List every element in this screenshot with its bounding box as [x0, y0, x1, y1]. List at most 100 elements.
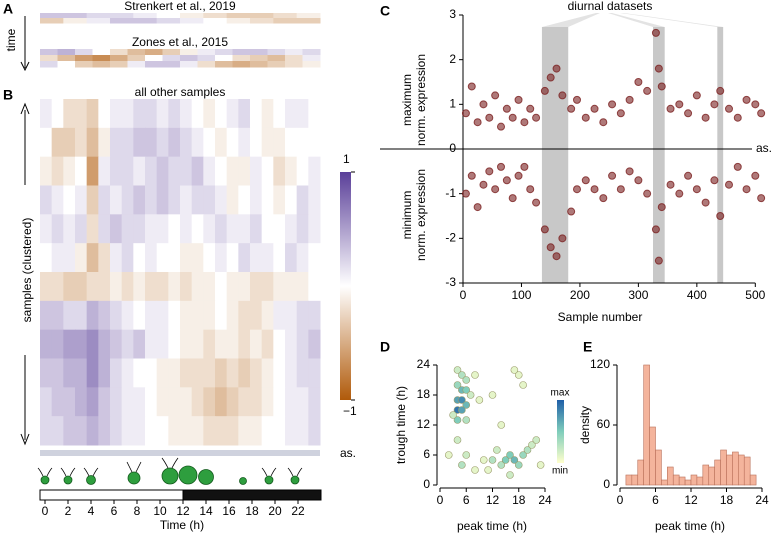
heatmap-cell — [261, 300, 274, 331]
heatmap-cell — [296, 416, 309, 446]
point — [666, 180, 675, 189]
hex-point — [458, 396, 466, 404]
heatmap-cell — [226, 127, 239, 158]
heatmap-cell — [273, 387, 286, 417]
heatmap-title: Zones et al., 2015 — [132, 35, 228, 49]
heatmap-cell — [191, 156, 204, 186]
point — [581, 176, 590, 185]
heatmap-cell — [121, 214, 134, 244]
heatmap-cell — [191, 416, 204, 446]
heatmap-cell — [168, 99, 181, 129]
heatmap-cell — [156, 156, 169, 186]
y-tick-label: 2 — [449, 52, 456, 66]
hex-point — [453, 381, 462, 389]
heatmap-cell — [110, 387, 123, 417]
x-tick-label: 400 — [687, 288, 707, 302]
heatmap-cell — [133, 329, 146, 359]
x-tick-label: 6 — [463, 493, 470, 507]
heatmap-cell — [180, 243, 193, 273]
hex-point — [497, 461, 506, 469]
heatmap-cell — [121, 99, 134, 129]
x-tick-label: 18 — [512, 493, 526, 507]
point — [666, 104, 675, 113]
point — [733, 162, 742, 171]
heatmap-cell — [168, 300, 181, 331]
heatmap-cell — [296, 329, 309, 359]
heatmap-cell — [197, 61, 216, 68]
point — [634, 78, 643, 86]
point — [558, 234, 567, 243]
point — [742, 185, 751, 194]
heatmap-cell — [203, 272, 216, 302]
heatmap-cell — [51, 99, 64, 129]
heatmap-cell — [285, 99, 298, 129]
heatmap-cell — [226, 416, 239, 446]
heatmap-cell — [273, 156, 286, 186]
heatmap-cell — [285, 243, 298, 273]
heatmap-cell — [191, 214, 204, 244]
point — [567, 104, 576, 113]
heatmap-cell — [86, 358, 99, 388]
histogram-bar — [661, 479, 668, 486]
point — [651, 28, 660, 37]
heatmap-cell — [110, 185, 123, 215]
heatmap-cell — [273, 185, 286, 215]
x-tick-label: 300 — [628, 288, 648, 302]
point — [684, 109, 693, 118]
heatmap-cell — [226, 13, 251, 19]
heatmap-cell — [250, 18, 274, 24]
y-tick-label: -2 — [445, 231, 456, 245]
colorbar — [340, 172, 351, 400]
heatmap-cell — [98, 300, 111, 331]
y-tick-label: 0 — [423, 477, 430, 491]
heatmap-cell — [145, 127, 158, 158]
heatmap-cell — [180, 127, 193, 158]
point — [590, 185, 599, 194]
heatmap-cell — [180, 214, 193, 244]
point — [725, 104, 733, 113]
annotation: as. — [756, 141, 772, 155]
heatmap-cell — [261, 416, 274, 446]
heatmap-cell — [98, 99, 111, 129]
heatmap-cell — [156, 127, 169, 158]
heatmap-cell — [98, 185, 111, 215]
heatmap-cell — [238, 416, 251, 446]
histogram-bar — [667, 466, 674, 486]
heatmap-cell — [75, 99, 88, 129]
point — [508, 194, 517, 203]
panel-label: C — [380, 3, 390, 19]
heatmap-cell — [285, 49, 303, 56]
heatmap-cell — [285, 61, 303, 68]
heatmap-cell — [162, 55, 181, 62]
heatmap-cell — [261, 156, 274, 186]
y-axis-label: norm. expression — [414, 54, 428, 146]
point — [514, 95, 523, 104]
x-tick-label: 4 — [88, 504, 95, 518]
heatmap-cell — [92, 55, 111, 62]
heatmap-cell — [127, 61, 146, 68]
heatmap-cell — [308, 416, 321, 446]
x-tick-label: 8 — [134, 504, 141, 518]
x-tick-label: 0 — [617, 493, 624, 507]
heatmap-cell — [156, 358, 169, 388]
x-tick-label: 24 — [538, 493, 552, 507]
heatmap-cell — [296, 127, 309, 158]
heatmap-cell — [57, 49, 76, 56]
point — [675, 189, 684, 198]
point — [742, 95, 751, 104]
cell-icons — [40, 465, 300, 485]
heatmap-cell — [273, 272, 286, 302]
heatmap-cell — [273, 13, 298, 19]
heatmap-cell — [226, 272, 239, 302]
heatmap-cell — [180, 358, 193, 388]
x-axis-label: peak time (h) — [655, 519, 725, 533]
point — [520, 162, 529, 171]
heatmap-cell — [285, 329, 298, 359]
hex-point — [514, 371, 523, 379]
hex-point — [479, 456, 488, 464]
histogram-bar — [749, 474, 757, 486]
heatmap-cell — [75, 243, 88, 273]
heatmap-cell — [215, 387, 228, 417]
heatmap-cell — [75, 185, 88, 215]
point — [581, 113, 590, 122]
